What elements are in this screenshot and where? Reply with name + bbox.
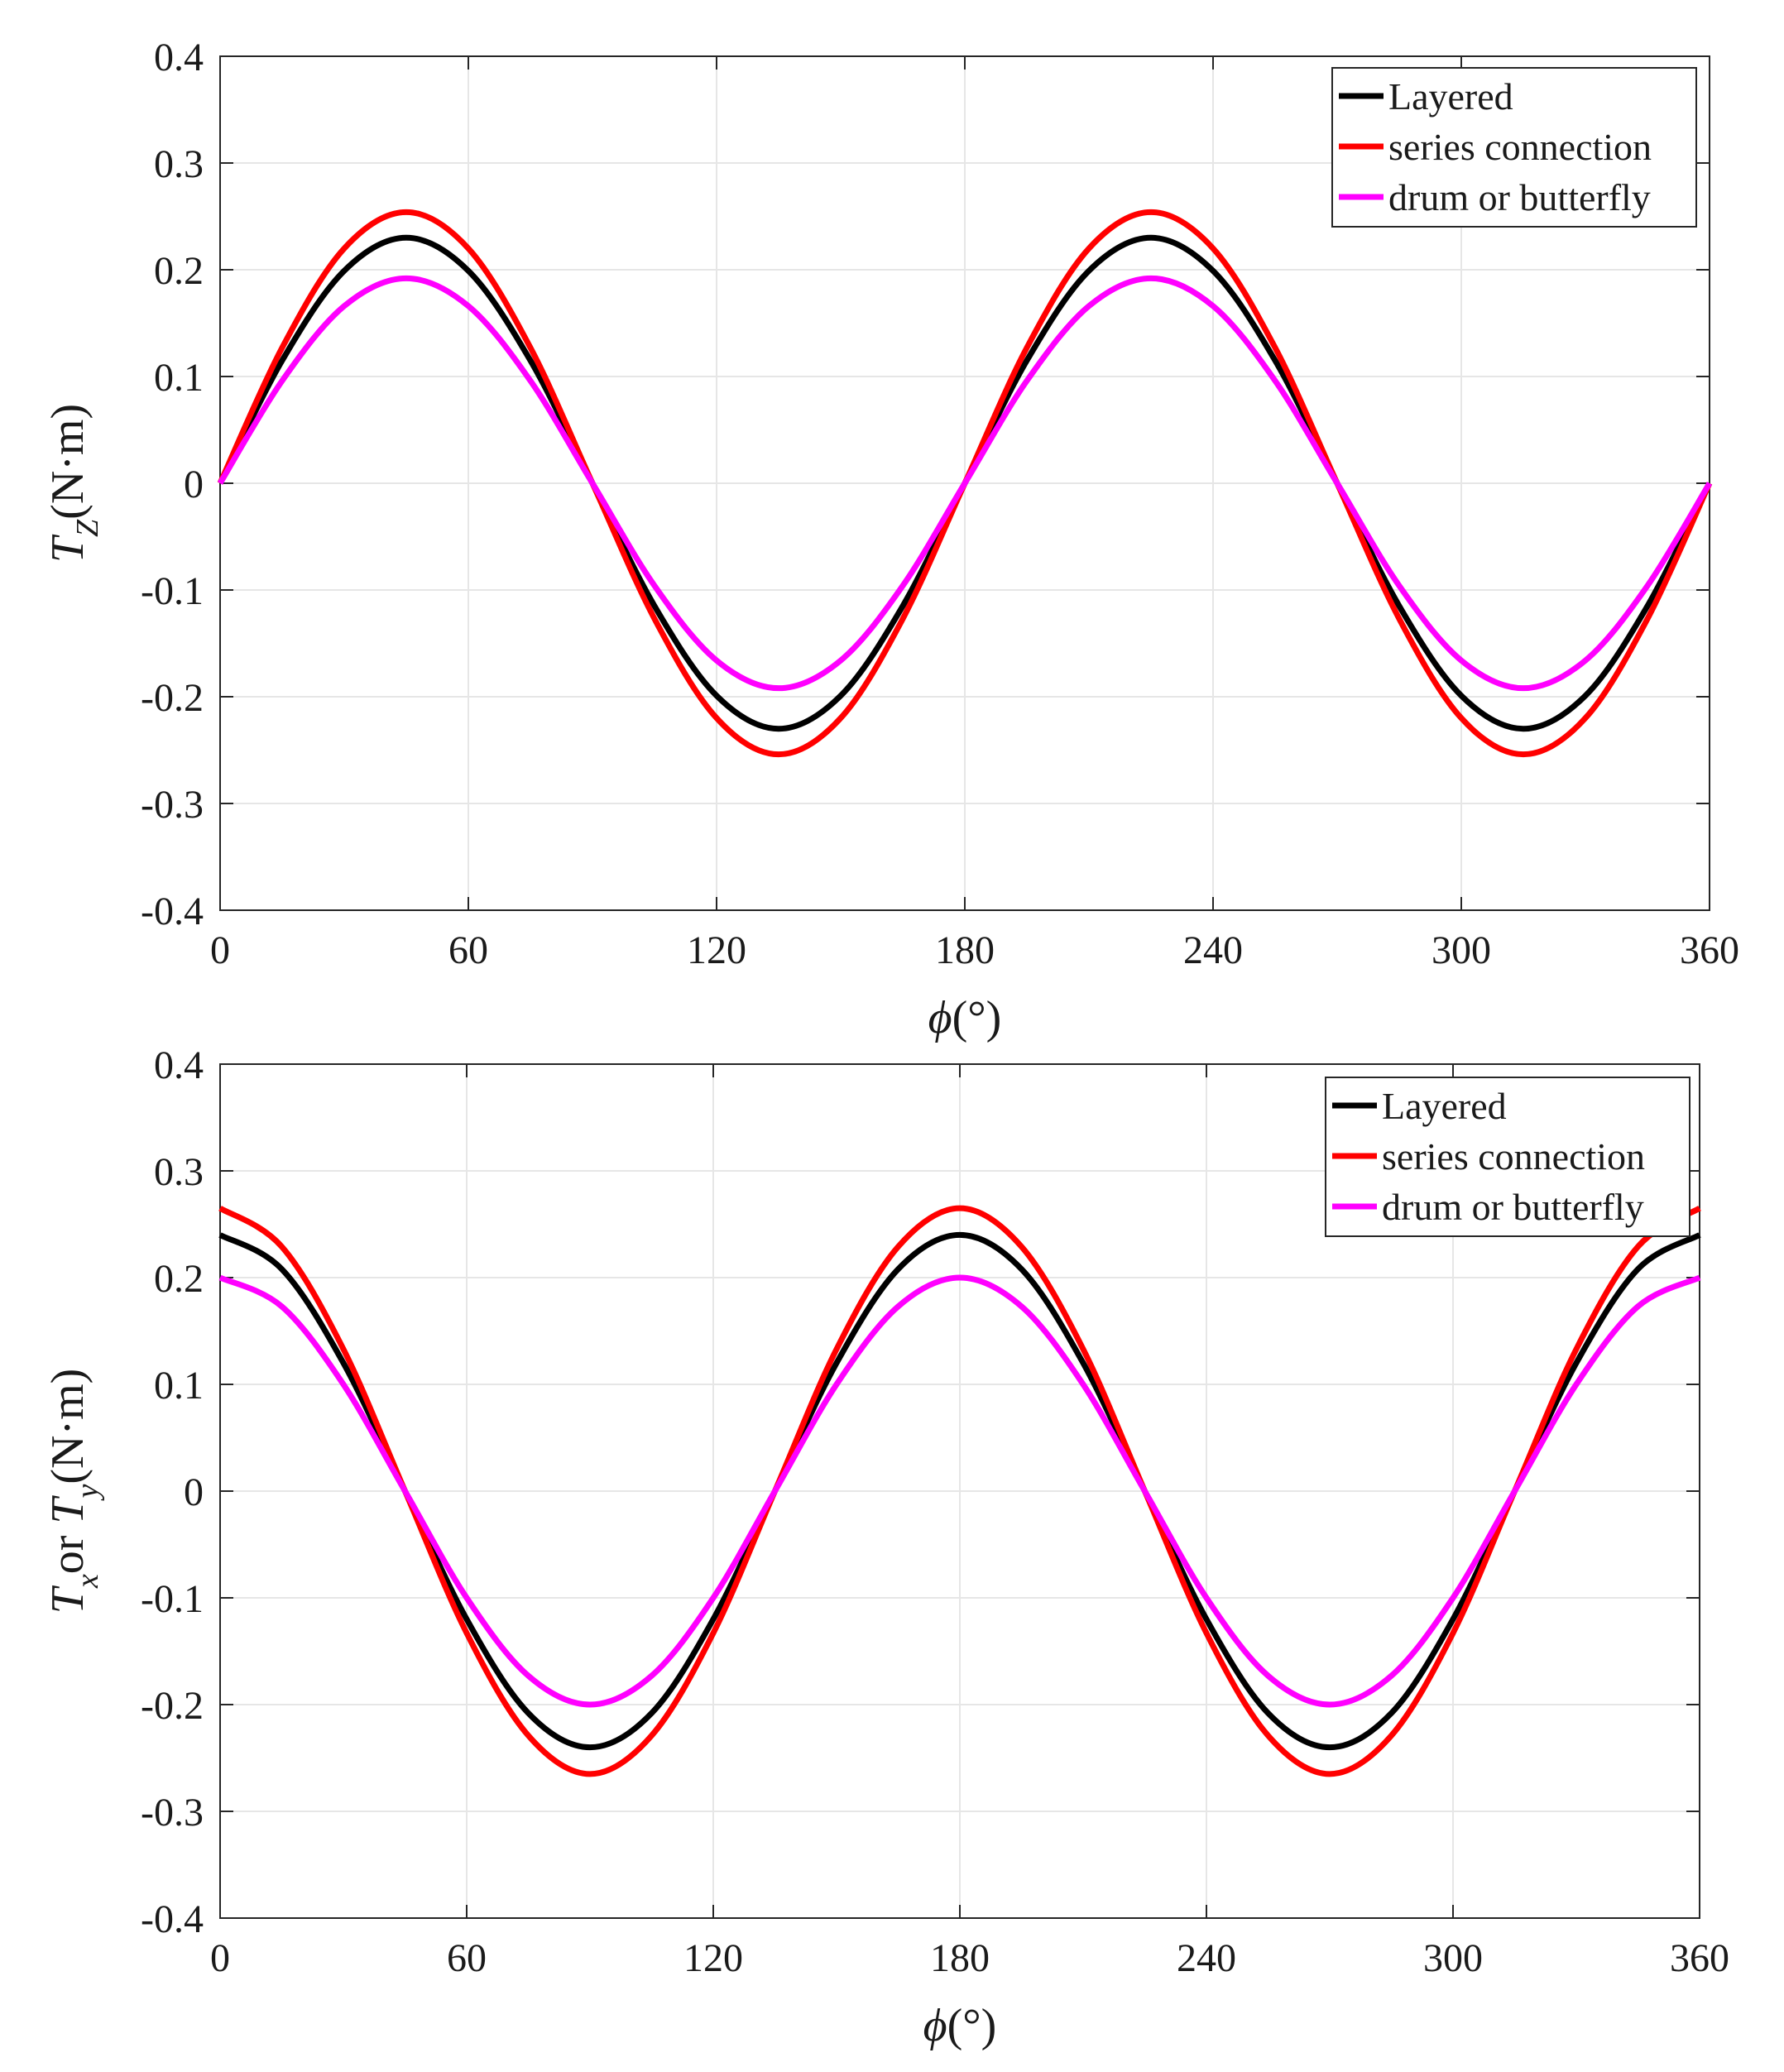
x-tick-label: 300 bbox=[1432, 928, 1491, 972]
x-tick-label: 360 bbox=[1680, 928, 1739, 972]
legend: Layered series connection drum or butterfl… bbox=[1325, 1077, 1690, 1237]
y-tick-label: -0.2 bbox=[141, 676, 204, 720]
series-line-series-connection bbox=[218, 1205, 1701, 1777]
legend-label: series connection bbox=[1388, 126, 1652, 168]
y-tick-label: -0.1 bbox=[141, 569, 204, 613]
y-tick-label: 0.1 bbox=[154, 1364, 204, 1408]
x-axis-label: ϕ(°) bbox=[923, 2000, 997, 2051]
x-tick-label: 120 bbox=[683, 1936, 743, 1980]
series-line-drum-or-butterfly bbox=[218, 1274, 1701, 1708]
legend-label: drum or butterfly bbox=[1382, 1186, 1644, 1228]
series-line-layered bbox=[218, 1231, 1701, 1751]
y-tick-label: -0.3 bbox=[141, 1791, 204, 1835]
legend-box bbox=[1325, 1077, 1690, 1237]
legend-box bbox=[1331, 67, 1697, 228]
y-tick-label: -0.1 bbox=[141, 1577, 204, 1621]
y-tick-label: 0.3 bbox=[154, 142, 204, 186]
x-tick-label: 240 bbox=[1177, 1936, 1236, 1980]
x-tick-label: 0 bbox=[210, 928, 230, 972]
y-tick-label: 0.2 bbox=[154, 249, 204, 293]
y-tick-label: -0.4 bbox=[141, 1897, 204, 1941]
legend-label: Layered bbox=[1388, 75, 1513, 118]
x-tick-label: 180 bbox=[930, 1936, 990, 1980]
y-tick-label: -0.2 bbox=[141, 1684, 204, 1728]
legend: Layered series connection drum or butterfl… bbox=[1331, 67, 1697, 228]
x-tick-label: 120 bbox=[687, 928, 746, 972]
legend-label: drum or butterfly bbox=[1388, 176, 1651, 218]
y-axis-label: Txor Ty(N·m) bbox=[42, 1369, 105, 1614]
legend-label: series connection bbox=[1382, 1135, 1645, 1177]
y-axis-label: TZ(N·m) bbox=[42, 404, 105, 563]
x-tick-label: 0 bbox=[210, 1936, 230, 1980]
y-tick-label: 0.1 bbox=[154, 356, 204, 400]
y-tick-label: 0.4 bbox=[154, 36, 204, 79]
x-tick-label: 180 bbox=[935, 928, 995, 972]
x-tick-label: 60 bbox=[448, 928, 488, 972]
x-tick-label: 360 bbox=[1670, 1936, 1729, 1980]
y-tick-label: 0 bbox=[184, 463, 204, 506]
y-tick-label: 0.4 bbox=[154, 1043, 204, 1087]
x-tick-label: 60 bbox=[447, 1936, 487, 1980]
x-tick-label: 300 bbox=[1423, 1936, 1483, 1980]
y-tick-label: 0.3 bbox=[154, 1150, 204, 1194]
x-tick-label: 240 bbox=[1183, 928, 1243, 972]
series-line-drum-or-butterfly bbox=[218, 275, 1712, 692]
y-tick-label: 0.2 bbox=[154, 1257, 204, 1301]
chart-tx-ty: 0 60 120 180 240 300 360 0.4 0.3 0.2 0.1 0 -0.1 -0.2 -… bbox=[42, 1043, 1729, 2051]
y-tick-label: 0 bbox=[184, 1470, 204, 1514]
x-axis-label: ϕ(°) bbox=[928, 992, 1002, 1043]
chart-tz: 0 60 120 180 240 300 360 0.4 0.3 0.2 0.1 0 -0.1 -0.2 -… bbox=[42, 36, 1739, 1043]
y-tick-label: -0.4 bbox=[141, 890, 204, 933]
y-tick-label: -0.3 bbox=[141, 783, 204, 827]
legend-label: Layered bbox=[1382, 1085, 1507, 1127]
